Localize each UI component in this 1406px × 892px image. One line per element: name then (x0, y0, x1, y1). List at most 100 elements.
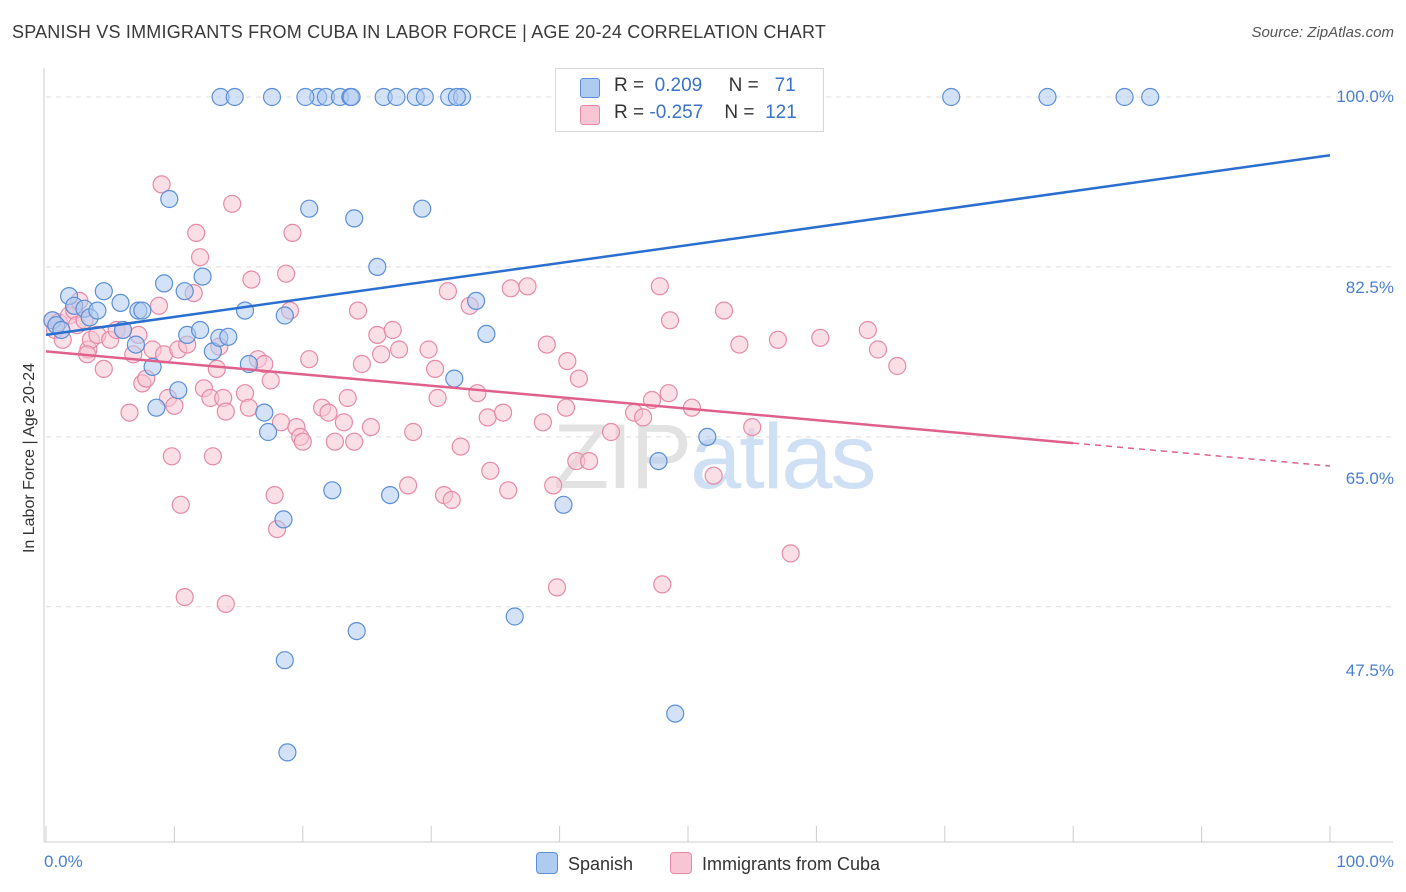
cuba-point-12 (94, 359, 113, 378)
cuba-point-43 (242, 270, 261, 289)
spanish-point-36 (345, 209, 364, 228)
cuba-point-109 (781, 544, 800, 563)
cuba-point-60 (338, 388, 357, 408)
cuba-point-83 (499, 481, 518, 500)
spanish-point-26 (235, 301, 255, 320)
cuba-point-88 (544, 476, 563, 495)
spanish-point-62 (942, 87, 961, 107)
cuba-point-85 (518, 277, 537, 296)
y-tick-82-5: 82.5% (1345, 278, 1394, 297)
cuba-point-107 (743, 418, 762, 437)
cuba-point-28 (171, 495, 190, 514)
spanish-point-15 (147, 398, 166, 417)
cuba-point-94 (579, 452, 599, 471)
cuba-point-100 (653, 575, 672, 594)
spanish-point-11 (126, 335, 145, 354)
spanish-point-66 (342, 87, 361, 107)
spanish-point-38 (347, 621, 366, 641)
spanish-point-41 (445, 369, 464, 388)
spanish-point-44 (505, 607, 524, 626)
spanish-point-31 (275, 651, 294, 670)
spanish-point-13 (133, 301, 152, 320)
cuba-point-117 (216, 402, 235, 421)
legend-spanish[interactable]: Spanish (536, 852, 633, 875)
cuba-point-110 (811, 328, 830, 347)
spanish-point-33 (274, 510, 293, 529)
spanish-point-21 (191, 320, 210, 340)
cuba-point-54 (293, 432, 312, 451)
spanish-point-51 (262, 87, 282, 107)
cuba-point-29 (175, 587, 194, 607)
cuba-n-value: 121 (765, 102, 797, 123)
cuba-point-79 (468, 384, 487, 403)
legend-spanish-label: Spanish (568, 854, 634, 874)
spanish-trend-line (45, 154, 1331, 337)
cuba-point-22 (149, 296, 169, 315)
cuba-point-99 (650, 277, 669, 296)
legend-cuba[interactable]: Immigrants from Cuba (670, 852, 880, 875)
cuba-point-39 (216, 594, 235, 614)
cuba-point-61 (345, 432, 364, 451)
spanish-point-45 (554, 495, 573, 514)
cuba-point-81 (481, 461, 500, 480)
cuba-point-75 (438, 282, 457, 301)
cuba-point-36 (207, 359, 226, 378)
spanish-point-19 (175, 282, 194, 301)
cuba-point-112 (868, 340, 888, 359)
cuba-point-50 (277, 264, 296, 283)
cuba-point-71 (419, 340, 438, 359)
cuba-trend-line-dashed (1073, 442, 1331, 467)
spanish-point-64 (1115, 87, 1134, 107)
legend-spanish-swatch (536, 852, 558, 874)
cuba-point-55 (300, 350, 319, 369)
cuba-point-68 (390, 340, 409, 359)
cuba-point-101 (659, 384, 678, 403)
cuba-point-40 (223, 194, 242, 213)
cuba-point-66 (372, 345, 391, 364)
spanish-n-value: 71 (774, 75, 796, 96)
cuba-point-111 (858, 320, 877, 340)
y-tick-65: 65.0% (1345, 469, 1394, 488)
chart-title: SPANISH VS IMMIGRANTS FROM CUBA IN LABOR… (12, 22, 827, 42)
cuba-point-42 (239, 398, 258, 417)
cuba-point-62 (348, 301, 368, 320)
spanish-point-8 (94, 282, 113, 301)
cuba-trend-line (45, 350, 1074, 445)
cuba-swatch (580, 105, 600, 125)
spanish-point-59 (415, 87, 434, 107)
cuba-point-106 (730, 335, 749, 354)
cuba-point-113 (888, 356, 907, 376)
y-axis-label: In Labor Force | Age 20-24 (21, 362, 38, 554)
cuba-point-57 (319, 403, 338, 422)
cuba-r-value: -0.257 (649, 102, 704, 123)
spanish-point-28 (255, 403, 274, 422)
cuba-point-69 (399, 476, 418, 495)
cuba-point-73 (428, 388, 447, 408)
cuba-point-115 (152, 175, 171, 194)
spanish-point-16 (155, 274, 174, 293)
spanish-point-25 (219, 327, 238, 346)
cuba-point-63 (352, 354, 371, 374)
spanish-point-7 (88, 301, 107, 320)
cuba-point-105 (714, 301, 734, 320)
x-tick-max: 100.0% (1336, 852, 1394, 871)
cuba-point-65 (368, 325, 387, 344)
cuba-point-58 (325, 432, 344, 451)
spanish-point-47 (698, 427, 717, 446)
cuba-point-35 (203, 447, 222, 466)
cuba-point-90 (556, 398, 576, 417)
spanish-n-label: N = (728, 75, 759, 96)
cuba-point-108 (768, 330, 788, 349)
cuba-point-95 (601, 422, 621, 442)
y-tick-47-5: 47.5% (1345, 661, 1394, 680)
spanish-point-37 (368, 257, 387, 276)
spanish-point-46 (649, 452, 668, 471)
spanish-point-2 (52, 320, 71, 340)
axes (43, 68, 1393, 843)
spanish-point-29 (259, 422, 278, 442)
stats-box: R = 0.209 N = 71 R = -0.257 N = 121 (555, 68, 824, 132)
spanish-point-43 (477, 324, 496, 343)
trend-lines (45, 154, 1331, 467)
cuba-point-46 (261, 371, 280, 390)
